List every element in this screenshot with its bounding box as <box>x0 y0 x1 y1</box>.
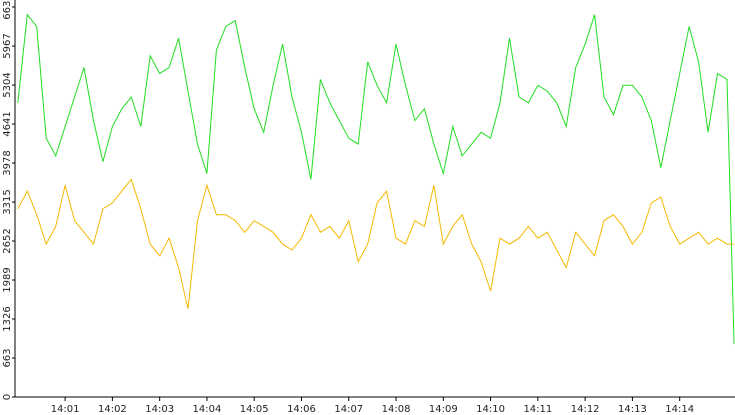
series-line <box>17 13 735 345</box>
x-tick-label: 14:14 <box>665 404 694 415</box>
x-tick-label: 14:13 <box>618 404 647 415</box>
x-tick-label: 14:08 <box>382 404 411 415</box>
x-tick-label: 14:11 <box>523 404 552 415</box>
series-line <box>17 178 735 309</box>
x-tick-label: 14:02 <box>98 404 127 415</box>
y-tick-label: 5967 <box>2 33 13 58</box>
y-tick-label: 5304 <box>2 72 13 97</box>
y-tick-label: 0 <box>2 394 13 400</box>
y-tick-label: 3315 <box>2 189 13 214</box>
x-tick-label: 14:12 <box>571 404 600 415</box>
y-tick-label: 6631 <box>2 0 13 20</box>
y-tick-label: 1989 <box>2 267 13 292</box>
y-tick-label: 2652 <box>2 228 13 253</box>
x-tick-label: 14:03 <box>145 404 174 415</box>
x-tick-label: 14:04 <box>193 404 222 415</box>
x-tick-label: 14:07 <box>334 404 363 415</box>
y-tick-label: 3978 <box>2 150 13 175</box>
y-tick-label: 663 <box>2 348 13 367</box>
x-tick-label: 14:06 <box>287 404 316 415</box>
y-tick-label: 4641 <box>2 111 13 136</box>
x-tick-label: 14:01 <box>51 404 80 415</box>
x-tick-label: 14:10 <box>476 404 505 415</box>
y-tick-label: 1326 <box>2 306 13 331</box>
x-tick-label: 14:05 <box>240 404 269 415</box>
x-tick-label: 14:09 <box>429 404 458 415</box>
